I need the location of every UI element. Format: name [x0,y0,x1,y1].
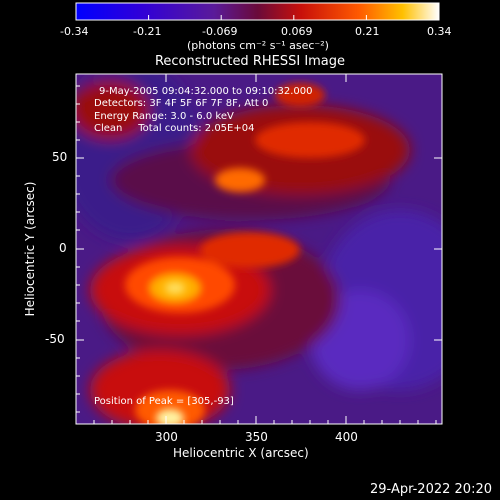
x-ticks [93,74,437,424]
colorbar-frame [75,2,440,21]
y-tick-label-neg50: -50 [45,332,65,346]
info-energy-range: Energy Range: 3.0 - 6.0 keV [94,111,234,122]
colorbar-tick-3: -0.069 [202,25,238,38]
solar-image [76,74,442,424]
x-tick-label-400: 400 [335,430,358,444]
x-tick-label-300: 300 [155,430,178,444]
info-time-range: 9-May-2005 09:04:32.000 to 09:10:32.000 [99,86,313,97]
colorbar-unit-label: (photons cm⁻² s⁻¹ asec⁻²) [187,39,329,52]
y-ticks [76,85,442,413]
y-tick-label-0: 0 [59,241,67,255]
figure-title: Reconstructed RHESSI Image [154,54,346,69]
colorbar-tick-6: 0.34 [427,25,452,38]
timestamp: 29-Apr-2022 20:20 [370,482,492,497]
colorbar-tick-5: 0.21 [355,25,380,38]
y-axis-label: Heliocentric Y (arcsec) [23,181,37,317]
colorbar-tick-4: 0.069 [281,25,313,38]
y-tick-label-50: 50 [52,150,68,164]
colorbar [76,3,439,20]
colorbar-ticks [75,15,440,20]
x-tick-label-350: 350 [245,430,268,444]
x-axis-label: Heliocentric X (arcsec) [173,446,309,460]
colorbar-tick-2: -0.21 [133,25,162,38]
peak-position-label: Position of Peak = [305,-93] [94,396,234,407]
colorbar-tick-1: -0.34 [60,25,89,38]
info-counts: Clean Total counts: 2.05E+04 [94,123,255,134]
info-detectors: Detectors: 3F 4F 5F 6F 7F 8F, Att 0 [94,98,269,109]
